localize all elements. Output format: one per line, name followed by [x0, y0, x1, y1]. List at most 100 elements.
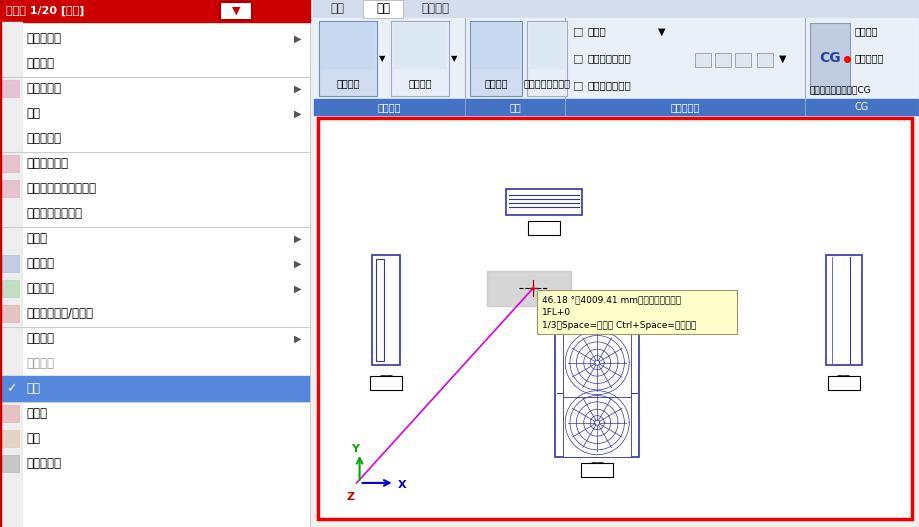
Bar [313, 18, 919, 99]
Bar [505, 189, 582, 215]
Bar [391, 21, 449, 96]
Text: 原点: 原点 [26, 382, 40, 395]
Text: ▼: ▼ [232, 6, 240, 16]
Text: 1FL+0: 1FL+0 [542, 308, 571, 317]
Text: ▼: ▼ [451, 54, 458, 63]
Text: Z: Z [346, 492, 355, 502]
Text: クリップ: クリップ [26, 282, 54, 295]
Bar [313, 0, 919, 115]
Text: Y: Y [352, 444, 359, 454]
Bar [2, 255, 19, 272]
Bar [581, 463, 613, 477]
Text: 手動隠線: 手動隠線 [408, 78, 432, 88]
Bar [528, 221, 560, 235]
Bar [828, 376, 859, 391]
Bar [372, 256, 401, 366]
Text: オービット: オービット [26, 132, 61, 145]
Bar [715, 53, 731, 66]
Text: ▼: ▼ [658, 26, 665, 36]
Bar [2, 305, 19, 322]
Text: ▼: ▼ [779, 54, 787, 63]
Bar [376, 259, 384, 362]
Text: CG: CG [855, 102, 869, 112]
Text: 左面: 左面 [380, 374, 393, 387]
Bar [757, 53, 773, 66]
Text: 平面角の調整: 平面角の調整 [26, 157, 68, 170]
Text: 削除: 削除 [26, 432, 40, 445]
Text: 平面図 1/20 [平面]: 平面図 1/20 [平面] [6, 6, 85, 16]
Text: アドイン: アドイン [421, 3, 449, 15]
Text: 図面の切り替え: 図面の切り替え [587, 81, 630, 91]
Text: ▶: ▶ [294, 259, 301, 268]
Text: 新規ウィンドウ: 新規ウィンドウ [587, 54, 630, 63]
Text: □: □ [573, 26, 584, 36]
Text: 視点指定: 視点指定 [855, 26, 879, 36]
Bar [2, 280, 19, 297]
Text: ▶: ▶ [294, 334, 301, 344]
Bar [555, 332, 640, 457]
Bar [2, 80, 19, 97]
Text: 自動隠線: 自動隠線 [336, 78, 359, 88]
Bar [563, 329, 631, 397]
Text: 縮尺の変更: 縮尺の変更 [26, 32, 61, 45]
Text: 原点移動: 原点移動 [484, 78, 508, 88]
Bar [695, 53, 711, 66]
Text: パネル: パネル [587, 26, 606, 36]
Text: ▶: ▶ [294, 83, 301, 93]
Text: ビューを固定する: ビューを固定する [26, 207, 82, 220]
Text: 隠線処理: 隠線処理 [378, 102, 401, 112]
Bar [487, 271, 571, 306]
Text: フロアの表示/非表示: フロアの表示/非表示 [26, 307, 93, 320]
Text: 表示: 表示 [376, 3, 390, 15]
Text: ✓: ✓ [6, 382, 17, 395]
Text: 加工: 加工 [330, 3, 344, 15]
Text: 他のビューに位置揃え: 他のビューに位置揃え [26, 182, 96, 195]
Bar [363, 0, 403, 18]
Text: ▶: ▶ [294, 109, 301, 119]
Text: 正面: 正面 [590, 461, 604, 474]
Bar [529, 23, 565, 69]
Text: 隠線処理: 隠線処理 [26, 257, 54, 270]
Bar [806, 99, 918, 115]
Text: アラウンドビュー: アラウンドビュー [524, 78, 571, 88]
Text: X: X [398, 480, 406, 490]
Bar [220, 2, 252, 20]
Bar [563, 389, 631, 457]
Bar [321, 23, 375, 69]
Bar [470, 21, 522, 96]
Bar [2, 405, 19, 422]
Text: ▶: ▶ [294, 284, 301, 294]
Bar [2, 155, 19, 172]
Bar [527, 21, 567, 96]
Text: 原点: 原点 [509, 102, 521, 112]
Text: CG: CG [819, 52, 841, 65]
Text: 余白: 余白 [26, 107, 40, 120]
Bar [2, 180, 19, 197]
Bar [393, 23, 447, 69]
Bar [810, 23, 850, 94]
Bar [2, 430, 19, 447]
Bar [314, 99, 464, 115]
Text: スクロール: スクロール [26, 82, 61, 95]
Bar [537, 290, 737, 335]
Text: ▶: ▶ [294, 233, 301, 243]
Text: プロパティ: プロパティ [26, 457, 61, 470]
Text: コピー: コピー [26, 407, 47, 420]
Text: 平面: 平面 [537, 220, 550, 233]
Bar [472, 23, 520, 69]
Text: ウィンドウ: ウィンドウ [670, 102, 699, 112]
Bar [466, 99, 564, 115]
Bar [313, 0, 919, 18]
Text: グリッド: グリッド [26, 332, 54, 345]
Text: 重ね順: 重ね順 [26, 232, 47, 245]
Text: 1/3（Space=次候補 Ctrl+Space=前候補）: 1/3（Space=次候補 Ctrl+Space=前候補） [542, 321, 697, 330]
Text: フロア線: フロア線 [26, 357, 54, 370]
Text: 右面: 右面 [836, 374, 851, 387]
Text: ▶: ▶ [294, 34, 301, 44]
Bar [1, 376, 309, 401]
Text: フィット: フィット [26, 57, 54, 70]
Bar [370, 376, 403, 391]
Bar [825, 256, 862, 366]
Bar [319, 21, 377, 96]
Text: 46.18 °，4009.41 mm（直方体の中心）: 46.18 °，4009.41 mm（直方体の中心） [542, 295, 681, 304]
